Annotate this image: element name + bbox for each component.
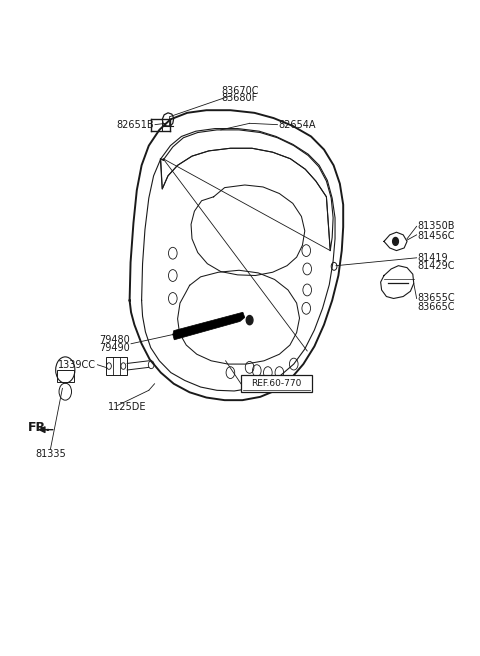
Text: 81456C: 81456C xyxy=(418,231,455,241)
Text: 81419: 81419 xyxy=(418,253,448,263)
Text: 83680F: 83680F xyxy=(222,93,258,104)
Text: 82654A: 82654A xyxy=(278,119,316,130)
Text: 81350B: 81350B xyxy=(418,221,455,232)
Text: 79480: 79480 xyxy=(99,335,130,345)
Text: 81335: 81335 xyxy=(35,449,66,459)
Text: 1339CC: 1339CC xyxy=(58,359,96,370)
Bar xyxy=(241,375,312,392)
Text: 79490: 79490 xyxy=(99,343,130,354)
Text: 82651B: 82651B xyxy=(116,119,154,130)
Text: 83665C: 83665C xyxy=(418,302,455,312)
Bar xyxy=(57,370,74,382)
Text: 83655C: 83655C xyxy=(418,293,455,304)
Circle shape xyxy=(246,316,253,325)
Bar xyxy=(106,357,127,375)
Text: FR.: FR. xyxy=(28,421,51,434)
Text: 81429C: 81429C xyxy=(418,261,455,272)
Text: 1125DE: 1125DE xyxy=(108,401,146,412)
Text: 83670C: 83670C xyxy=(221,85,259,96)
Text: REF.60-770: REF.60-770 xyxy=(252,379,301,388)
Polygon shape xyxy=(173,312,245,340)
Circle shape xyxy=(393,237,398,245)
